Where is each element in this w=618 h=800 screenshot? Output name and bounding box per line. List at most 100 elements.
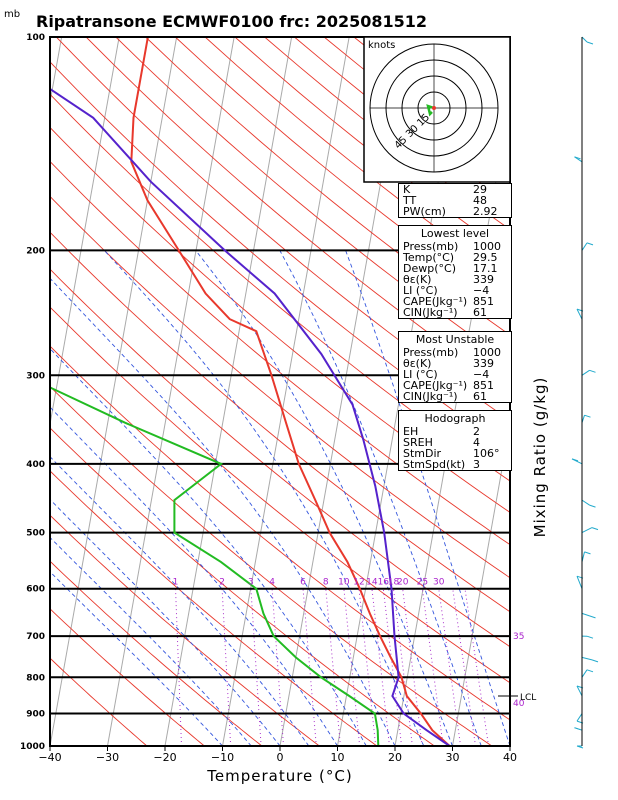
index-label: CAPE(Jkg⁻¹) bbox=[403, 379, 468, 392]
x-tick-label: 20 bbox=[388, 751, 402, 764]
mixing-ratio-line bbox=[392, 588, 413, 746]
index-label: CIN(Jkg⁻¹) bbox=[403, 306, 458, 319]
table-header: Most Unstable bbox=[415, 333, 495, 346]
mixing-ratio-label: 20 bbox=[397, 578, 409, 588]
mixing-ratio-line bbox=[421, 588, 444, 746]
index-label: θε(K) bbox=[403, 357, 432, 370]
moist-adiabat-line bbox=[103, 250, 425, 746]
index-label: EH bbox=[403, 425, 419, 438]
wind-barb bbox=[576, 685, 583, 697]
dry-adiabat-line bbox=[50, 514, 320, 746]
mixing-ratio-axis-label: Mixing Ratio (g/kg) bbox=[531, 377, 549, 538]
index-value: −4 bbox=[473, 368, 490, 381]
wind-barb bbox=[581, 527, 593, 534]
wind-barb bbox=[581, 669, 588, 678]
mixing-ratio-line bbox=[325, 588, 341, 746]
isotherm-line bbox=[509, 743, 510, 746]
lcl-label: LCL bbox=[520, 693, 536, 703]
wind-barb bbox=[576, 308, 583, 320]
dry-adiabat-line bbox=[115, 37, 510, 364]
mixing-ratio-label: 30 bbox=[433, 578, 445, 588]
wind-barb-flag bbox=[589, 369, 596, 373]
dry-adiabat-line bbox=[50, 231, 510, 613]
wind-barb-flag bbox=[586, 41, 594, 45]
wind-barb-flag bbox=[571, 458, 579, 462]
table-row: θε(K) 339 bbox=[399, 358, 511, 369]
most-unstable-box: Most Unstable Press(mb) 1000 θε(K) 339 LI (°C… bbox=[398, 331, 512, 403]
dry-adiabat-line bbox=[50, 160, 510, 546]
wind-barb bbox=[581, 242, 588, 251]
dry-adiabat-line bbox=[55, 37, 510, 422]
y-tick-label: 900 bbox=[26, 710, 45, 720]
isotherm-line bbox=[164, 37, 293, 746]
y-tick-label: 600 bbox=[26, 585, 45, 595]
dry-adiabat-line bbox=[50, 470, 378, 746]
wind-barb-flag bbox=[586, 635, 594, 639]
table-row: θε(K) 339 bbox=[399, 274, 511, 285]
mixing-ratio-line bbox=[438, 588, 462, 746]
index-label: SREH bbox=[403, 436, 433, 449]
hodograph-trace bbox=[426, 104, 435, 117]
wind-barb bbox=[576, 576, 583, 589]
temperature-profile-line bbox=[130, 37, 451, 746]
dry-adiabat-line bbox=[85, 37, 510, 392]
mixing-ratio-line bbox=[402, 588, 423, 746]
wind-barb bbox=[576, 713, 583, 722]
index-value: 61 bbox=[473, 390, 487, 403]
index-label: CIN(Jkg⁻¹) bbox=[403, 390, 458, 403]
dry-adiabat-line bbox=[50, 427, 435, 746]
table-row: TT 48 bbox=[399, 195, 511, 206]
index-value: 29 bbox=[473, 183, 487, 196]
x-tick-label: 10 bbox=[331, 751, 345, 764]
wind-barb-flag bbox=[591, 527, 599, 531]
mixing-ratio-line bbox=[452, 588, 477, 746]
mixing-ratio-line bbox=[250, 588, 262, 746]
lowest-level-box: Lowest level Press(mb) 1000 Temp(°C) 29.5 Dew… bbox=[398, 225, 512, 319]
mixing-ratio-label: 35 bbox=[513, 632, 524, 642]
isotherm-line bbox=[0, 37, 4, 746]
moist-adiabat-line bbox=[50, 348, 367, 746]
wind-barb-flag bbox=[586, 669, 594, 673]
y-tick-label: 400 bbox=[26, 460, 45, 470]
mixing-ratio-label: 10 bbox=[338, 578, 350, 588]
table-row: StmDir 106° bbox=[399, 448, 511, 459]
wind-barb-flag bbox=[591, 659, 599, 663]
index-value: −4 bbox=[473, 284, 490, 297]
table-row: PW(cm) 2.92 bbox=[399, 206, 511, 217]
dry-adiabat-line bbox=[50, 306, 510, 684]
moist-adiabat-line bbox=[279, 250, 482, 746]
table-row: EH 2 bbox=[399, 426, 511, 437]
pressure-unit-label: mb bbox=[4, 9, 20, 20]
wind-barb bbox=[581, 369, 590, 376]
mixing-ratio-label: 25 bbox=[417, 578, 428, 588]
dry-adiabat-line bbox=[50, 657, 148, 746]
hodograph-indices-box: Hodograph EH 2 SREH 4 StmDir 106° StmSpd(kt) 3 bbox=[398, 410, 512, 471]
index-label: Press(mb) bbox=[403, 346, 459, 359]
y-tick-label: 200 bbox=[26, 246, 45, 256]
moist-adiabat-line bbox=[50, 277, 396, 746]
table-header: Lowest level bbox=[420, 227, 490, 240]
index-value: 48 bbox=[473, 194, 487, 207]
mixing-ratio-label: 12 bbox=[353, 578, 364, 588]
hodograph-frame bbox=[363, 36, 511, 183]
wind-barb bbox=[581, 612, 590, 617]
mixing-ratio-label: 16 bbox=[378, 578, 390, 588]
index-value: 4 bbox=[473, 436, 480, 449]
mixing-ratio-label: 18 bbox=[388, 578, 400, 588]
table-row: CAPE(Jkg⁻¹) 851 bbox=[399, 296, 511, 307]
index-value: 2.92 bbox=[473, 205, 498, 218]
index-value: 106° bbox=[473, 447, 500, 460]
wind-barb-flag bbox=[574, 156, 581, 160]
y-tick-label: 800 bbox=[26, 673, 45, 683]
dry-adiabat-line bbox=[50, 93, 510, 482]
x-tick-label: −20 bbox=[153, 751, 176, 764]
wind-barb-flag bbox=[574, 727, 581, 731]
moist-adiabat-line bbox=[345, 250, 510, 746]
index-label: K bbox=[403, 183, 411, 196]
x-tick-label: 30 bbox=[446, 751, 460, 764]
x-tick-label: −10 bbox=[211, 751, 234, 764]
wind-barb-flag bbox=[584, 551, 591, 555]
table-row: LI (°C) −4 bbox=[399, 285, 511, 296]
x-tick-label: 40 bbox=[503, 751, 517, 764]
dewpoint-profile-line bbox=[50, 386, 380, 746]
